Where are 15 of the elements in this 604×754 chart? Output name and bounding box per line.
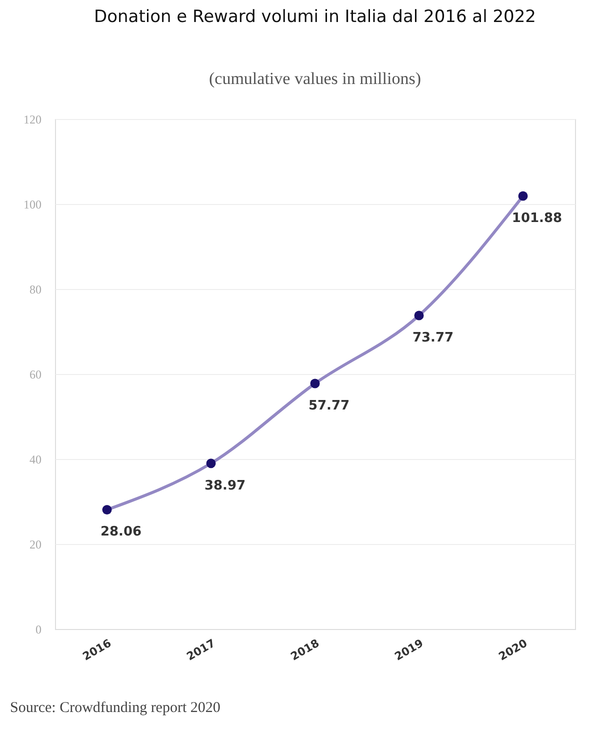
source-note: Source: Crowdfunding report 2020	[10, 700, 220, 716]
y-tick-label: 100	[24, 198, 42, 212]
data-label: 101.88	[512, 211, 562, 226]
y-tick-label: 0	[36, 622, 42, 636]
data-label: 57.77	[308, 398, 350, 414]
y-tick-label: 120	[24, 112, 42, 126]
y-tick-label: 80	[30, 282, 42, 296]
data-label: 73.77	[412, 330, 454, 346]
data-label: 28.06	[100, 524, 142, 540]
chart-title: Donation e Reward volumi in Italia dal 2016 al 2022	[94, 7, 536, 27]
y-tick-label: 60	[30, 368, 42, 382]
y-tick-label: 20	[30, 538, 42, 552]
y-tick-label: 40	[30, 452, 42, 466]
data-label: 38.97	[204, 478, 246, 494]
chart-subtitle: (cumulative values in millions)	[209, 69, 421, 88]
